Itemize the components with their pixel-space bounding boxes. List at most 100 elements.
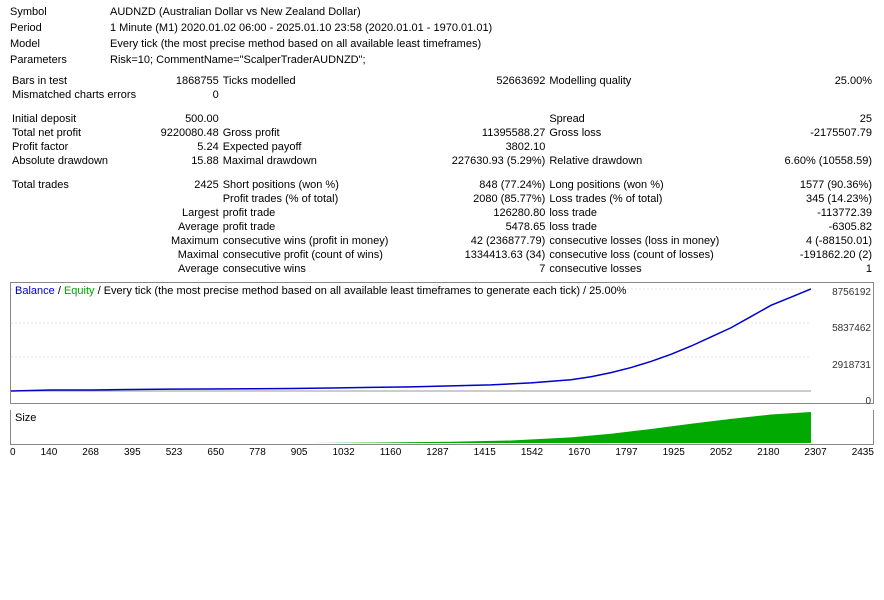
period-value: 1 Minute (M1) 2020.01.02 06:00 - 2025.01… <box>110 22 874 34</box>
short-pos-label: Short positions (won %) <box>221 178 432 192</box>
initial-deposit-value: 500.00 <box>136 112 220 126</box>
modelling-quality-label: Modelling quality <box>547 74 747 88</box>
balance-y-labels: 8756192 5837462 2918731 0 <box>832 283 871 409</box>
balance-svg <box>11 283 811 403</box>
x-tick: 905 <box>291 447 308 458</box>
x-tick: 1160 <box>380 447 402 458</box>
bars-in-test-label: Bars in test <box>10 74 136 88</box>
row-model: Model Every tick (the most precise metho… <box>10 38 874 50</box>
symbol-value: AUDNZD (Australian Dollar vs New Zealand… <box>110 6 874 18</box>
abs-dd-value: 15.88 <box>136 154 220 168</box>
title-balance: Balance <box>15 285 55 297</box>
avg-loss-trade-label: loss trade <box>547 220 747 234</box>
max-cons-loss-label: consecutive loss (count of losses) <box>547 248 747 262</box>
x-tick: 140 <box>41 447 58 458</box>
ticks-modelled-label: Ticks modelled <box>221 74 432 88</box>
spread-label: Spread <box>547 112 747 126</box>
symbol-label: Symbol <box>10 6 110 18</box>
y-tick: 0 <box>865 396 871 407</box>
largest-loss-trade-label: loss trade <box>547 206 747 220</box>
max-cons-losses-value: 4 (-88150.01) <box>748 234 874 248</box>
gross-profit-label: Gross profit <box>221 126 432 140</box>
loss-trades-label: Loss trades (% of total) <box>547 192 747 206</box>
profit-trades-label: Profit trades (% of total) <box>221 192 432 206</box>
abs-dd-label: Absolute drawdown <box>10 154 136 168</box>
size-chart-title: Size <box>15 412 36 424</box>
net-profit-value: 9220080.48 <box>136 126 220 140</box>
row-period: Period 1 Minute (M1) 2020.01.02 06:00 - … <box>10 22 874 34</box>
max-cons-profit-label: consecutive profit (count of wins) <box>221 248 432 262</box>
x-tick: 1542 <box>521 447 543 458</box>
x-tick: 1032 <box>333 447 355 458</box>
gross-profit-value: 11395588.27 <box>431 126 547 140</box>
maximal-label: Maximal <box>136 248 220 262</box>
max-cons-wins-value: 42 (236877.79) <box>431 234 547 248</box>
max-cons-loss-value: -191862.20 (2) <box>748 248 874 262</box>
x-tick: 1287 <box>426 447 448 458</box>
total-trades-value: 2425 <box>136 178 220 192</box>
profit-trades-value: 2080 (85.77%) <box>431 192 547 206</box>
average-label: Average <box>136 220 220 234</box>
x-tick: 1797 <box>615 447 637 458</box>
max-cons-wins-label: consecutive wins (profit in money) <box>221 234 432 248</box>
x-tick: 650 <box>207 447 224 458</box>
maximum-label: Maximum <box>136 234 220 248</box>
x-tick: 1415 <box>474 447 496 458</box>
params-label: Parameters <box>10 54 110 66</box>
avg-loss-trade-value: -6305.82 <box>748 220 874 234</box>
size-svg <box>11 410 811 444</box>
x-tick: 1670 <box>568 447 590 458</box>
model-value: Every tick (the most precise method base… <box>110 38 874 50</box>
row-params: Parameters Risk=10; CommentName="Scalper… <box>10 54 874 66</box>
avg-cons-wins-label: consecutive wins <box>221 262 432 276</box>
avg-cons-losses-label: consecutive losses <box>547 262 747 276</box>
ticks-modelled-value: 52663692 <box>431 74 547 88</box>
short-pos-value: 848 (77.24%) <box>431 178 547 192</box>
y-tick: 8756192 <box>832 287 871 298</box>
x-tick: 395 <box>124 447 141 458</box>
row-symbol: Symbol AUDNZD (Australian Dollar vs New … <box>10 6 874 18</box>
x-tick: 2307 <box>804 447 826 458</box>
title-rest: / Every tick (the most precise method ba… <box>98 285 627 297</box>
largest-loss-trade-value: -113772.39 <box>748 206 874 220</box>
total-trades-label: Total trades <box>10 178 136 192</box>
largest-label: Largest <box>136 206 220 220</box>
title-equity: Equity <box>64 285 95 297</box>
max-cons-losses-label: consecutive losses (loss in money) <box>547 234 747 248</box>
x-tick: 778 <box>249 447 266 458</box>
mismatched-label: Mismatched charts errors <box>10 88 136 102</box>
profit-factor-value: 5.24 <box>136 140 220 154</box>
x-tick: 268 <box>82 447 99 458</box>
avg-profit-trade-label: profit trade <box>221 220 432 234</box>
x-tick: 2435 <box>852 447 874 458</box>
expected-payoff-value: 3802.10 <box>431 140 547 154</box>
mismatched-value: 0 <box>136 88 220 102</box>
gross-loss-label: Gross loss <box>547 126 747 140</box>
balance-chart-title: Balance / Equity / Every tick (the most … <box>15 285 626 297</box>
y-tick: 5837462 <box>832 323 871 334</box>
max-dd-label: Maximal drawdown <box>221 154 432 168</box>
rel-dd-value: 6.60% (10558.59) <box>748 154 874 168</box>
avg-cons-losses-value: 1 <box>748 262 874 276</box>
params-value: Risk=10; CommentName="ScalperTraderAUDNZ… <box>110 54 874 66</box>
avg-cons-wins-value: 7 <box>431 262 547 276</box>
model-label: Model <box>10 38 110 50</box>
modelling-quality-value: 25.00% <box>748 74 874 88</box>
stats-table: Bars in test1868755 Ticks modelled526636… <box>10 74 874 276</box>
max-dd-value: 227630.93 (5.29%) <box>431 154 547 168</box>
average2-label: Average <box>136 262 220 276</box>
period-label: Period <box>10 22 110 34</box>
x-tick: 0 <box>10 447 16 458</box>
max-cons-profit-value: 1334413.63 (34) <box>431 248 547 262</box>
long-pos-value: 1577 (90.36%) <box>748 178 874 192</box>
x-tick: 523 <box>166 447 183 458</box>
x-tick: 1925 <box>663 447 685 458</box>
gross-loss-value: -2175507.79 <box>748 126 874 140</box>
spread-value: 25 <box>748 112 874 126</box>
profit-factor-label: Profit factor <box>10 140 136 154</box>
long-pos-label: Long positions (won %) <box>547 178 747 192</box>
size-chart: Size <box>10 410 874 445</box>
largest-profit-trade-label: profit trade <box>221 206 432 220</box>
x-tick: 2052 <box>710 447 732 458</box>
net-profit-label: Total net profit <box>10 126 136 140</box>
